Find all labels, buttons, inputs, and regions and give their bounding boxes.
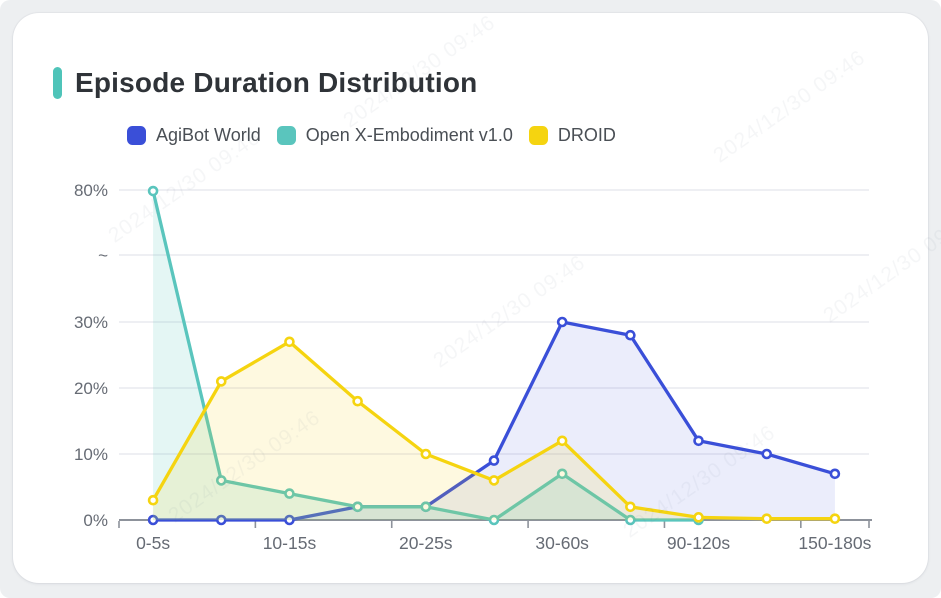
title-row: Episode Duration Distribution <box>53 67 477 99</box>
legend-swatch-icon <box>528 126 548 145</box>
legend-swatch-icon <box>276 126 296 145</box>
legend-item-open-x-embodiment[interactable]: Open X-Embodiment v1.0 <box>276 125 513 146</box>
legend-swatch-icon <box>127 126 146 145</box>
legend-item-label: AgiBot World <box>156 125 261 145</box>
legend-item-agibot-world[interactable]: AgiBot World <box>127 125 261 146</box>
legend-item-droid[interactable]: DROID <box>528 125 616 146</box>
chart-legend: AgiBot World Open X-Embodiment v1.0 DROI… <box>127 125 616 146</box>
legend-item-label: Open X-Embodiment v1.0 <box>305 125 513 145</box>
chart-card: Episode Duration Distribution AgiBot Wor… <box>13 13 928 583</box>
page-title: Episode Duration Distribution <box>75 67 478 98</box>
legend-item-label: DROID <box>557 125 616 145</box>
title-accent-bar <box>53 67 62 99</box>
